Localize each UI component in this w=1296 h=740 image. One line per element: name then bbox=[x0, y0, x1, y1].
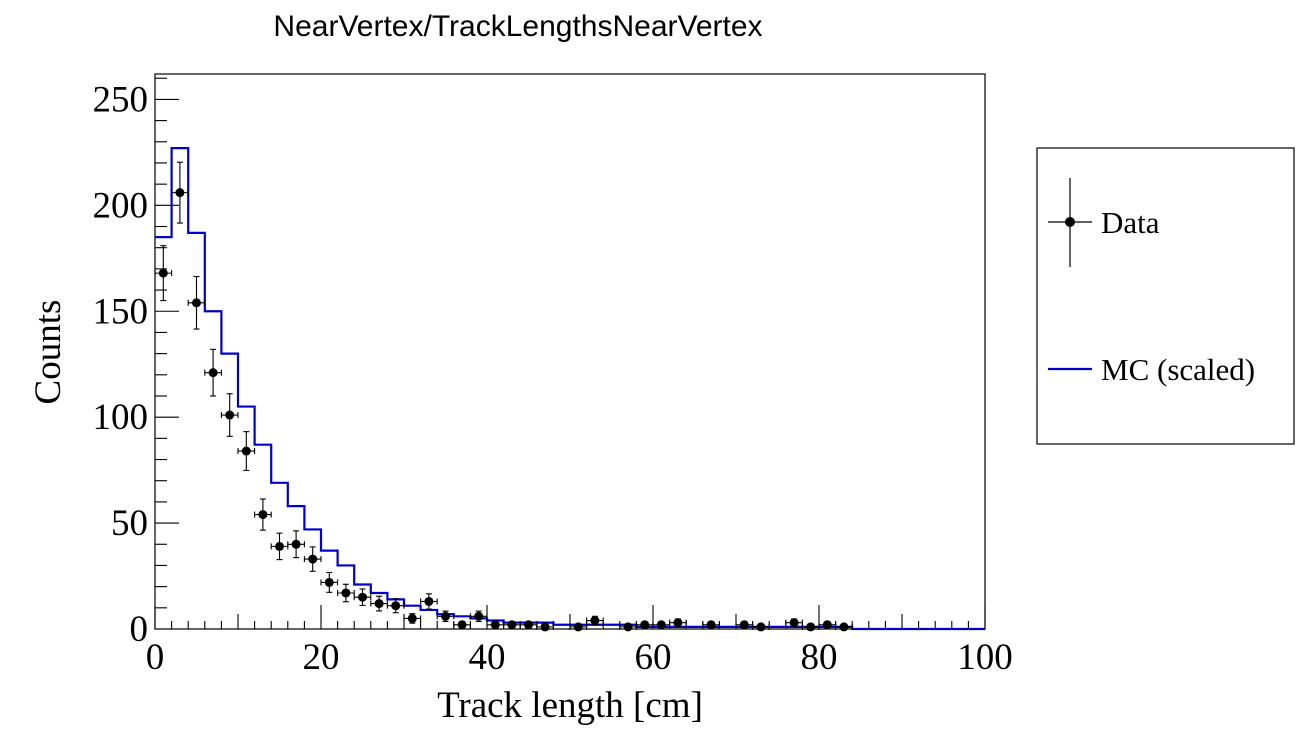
data-point bbox=[801, 622, 820, 632]
x-tick-label: 20 bbox=[303, 637, 340, 678]
data-point bbox=[337, 583, 355, 603]
data-point bbox=[420, 593, 438, 610]
data-point bbox=[652, 620, 671, 630]
data-point bbox=[586, 615, 604, 626]
data-point bbox=[171, 161, 189, 224]
legend-label-data: Data bbox=[1101, 205, 1160, 240]
data-points bbox=[154, 161, 853, 632]
data-point bbox=[204, 348, 222, 397]
x-tick-label: 60 bbox=[635, 637, 672, 678]
y-axis-label: Counts bbox=[28, 300, 69, 405]
data-point bbox=[353, 588, 372, 606]
y-axis-ticks: 0 50 100 150 200 250 bbox=[93, 77, 179, 650]
y-tick-label: 250 bbox=[93, 79, 149, 120]
data-point bbox=[503, 620, 521, 630]
legend-label-mc: MC (scaled) bbox=[1101, 352, 1255, 387]
x-tick-label: 0 bbox=[146, 637, 165, 678]
data-point bbox=[386, 598, 405, 614]
y-tick-label: 100 bbox=[93, 397, 149, 438]
y-tick-label: 0 bbox=[130, 609, 149, 650]
data-point bbox=[287, 530, 305, 559]
legend-data-marker bbox=[1048, 178, 1092, 267]
data-point bbox=[303, 546, 322, 572]
x-tick-label: 100 bbox=[957, 637, 1013, 678]
data-point bbox=[436, 610, 455, 623]
data-point bbox=[154, 245, 173, 302]
data-point bbox=[320, 571, 339, 593]
data-point bbox=[187, 275, 206, 330]
data-point bbox=[469, 610, 488, 623]
x-tick-label: 40 bbox=[469, 637, 506, 678]
chart-title: NearVertex/TrackLengthsNearVertex bbox=[273, 10, 762, 43]
data-point bbox=[453, 620, 471, 630]
x-axis-ticks: 0 20 40 60 80 100 bbox=[146, 605, 1013, 678]
data-point bbox=[370, 595, 388, 612]
data-point bbox=[835, 622, 853, 632]
data-point bbox=[752, 622, 770, 632]
x-tick-label: 80 bbox=[801, 637, 838, 678]
legend-box bbox=[1036, 147, 1295, 445]
y-tick-label: 50 bbox=[111, 503, 148, 544]
data-point bbox=[237, 431, 256, 472]
data-point bbox=[254, 498, 272, 531]
y-tick-label: 200 bbox=[93, 185, 149, 226]
legend: Data MC (scaled) bbox=[1036, 147, 1295, 445]
data-point bbox=[403, 613, 422, 624]
x-axis-label: Track length [cm] bbox=[437, 685, 703, 726]
data-point bbox=[220, 393, 239, 437]
y-tick-label: 150 bbox=[93, 291, 149, 332]
data-point bbox=[818, 620, 837, 630]
data-point bbox=[270, 532, 289, 561]
